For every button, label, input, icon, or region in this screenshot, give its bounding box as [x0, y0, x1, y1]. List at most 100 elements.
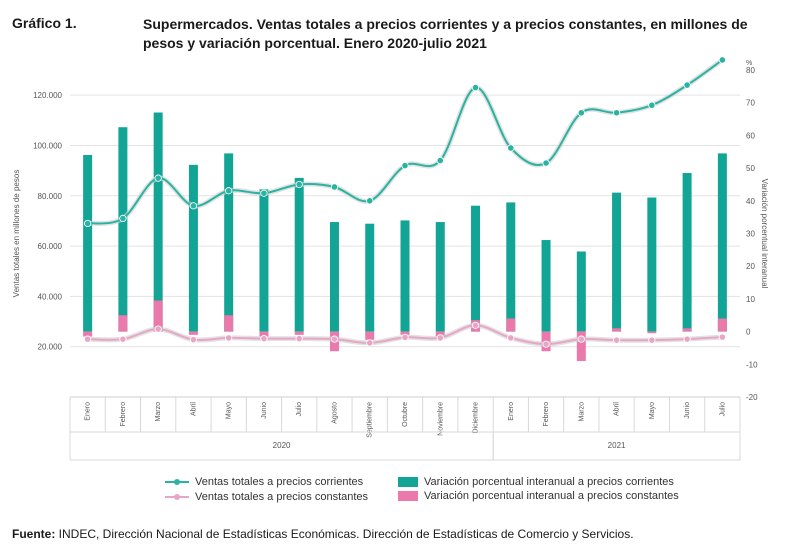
- bar-current: [576, 251, 586, 332]
- y2-tick-label: 80: [746, 66, 755, 75]
- line-current-point: [154, 174, 162, 182]
- bar-current: [506, 202, 516, 332]
- bar-constant: [717, 318, 727, 332]
- line-constant-point: [330, 335, 339, 343]
- line-constant-point: [718, 333, 726, 341]
- y2-tick-label: 30: [746, 230, 755, 239]
- bar-constant: [506, 318, 516, 332]
- line-constant-point: [366, 339, 374, 347]
- line-current-point: [366, 197, 374, 205]
- line-current-point: [471, 84, 480, 92]
- x-tick-label: Noviembre: [437, 402, 444, 436]
- chart-title: Supermercados. Ventas totales a precios …: [143, 16, 748, 51]
- x-tick-label: Mayo: [226, 402, 233, 419]
- x-tick-label: Agosto: [331, 402, 338, 424]
- y-tick-label: 60.000: [38, 242, 63, 251]
- line-constant-point: [612, 336, 621, 344]
- bar-current: [541, 240, 551, 332]
- y-tick-label: 20.000: [38, 343, 63, 352]
- line-current-point: [225, 187, 233, 195]
- x-tick-label: Septiembre: [367, 402, 374, 438]
- bar-current: [153, 112, 163, 332]
- line-constant-point: [542, 340, 550, 348]
- bar-current: [365, 223, 375, 332]
- x-tick-label: Enero: [85, 402, 92, 421]
- legend-line-current-swatch: [165, 479, 189, 485]
- year-label: 2021: [608, 441, 626, 450]
- y2-tick-label: 20: [746, 262, 755, 271]
- x-tick-label: Octubre: [402, 402, 409, 427]
- y2-axis-title: Variación porcentual interanual: [760, 179, 769, 289]
- line-constant-point: [401, 333, 409, 341]
- x-tick-label: Enero: [508, 402, 515, 421]
- x-tick-label: Diciembre: [473, 402, 480, 434]
- line-constant-point: [471, 321, 480, 329]
- x-tick-label: Abril: [190, 402, 197, 416]
- y-axis-title: Ventas totales en millones de pesos: [12, 170, 21, 298]
- bar-current: [400, 220, 410, 332]
- line-current-point: [295, 180, 303, 189]
- year-label: 2020: [273, 441, 291, 450]
- legend-label: Variación porcentual interanual a precio…: [424, 476, 674, 488]
- figure-label: Gráfico 1.: [12, 15, 77, 31]
- bar-constant: [294, 331, 304, 335]
- bar-current: [188, 164, 198, 332]
- y-tick-label: 120.000: [33, 91, 62, 100]
- x-tick-label: Mayo: [649, 402, 656, 419]
- line-constant-point: [683, 335, 691, 343]
- source-note: Fuente: INDEC, Dirección Nacional de Est…: [12, 527, 634, 541]
- line-current-point: [401, 161, 409, 170]
- bar-constant: [576, 331, 586, 362]
- x-tick-label: Febrero: [543, 402, 550, 427]
- line-constant-point: [154, 325, 162, 333]
- x-tick-label: Marzo: [578, 402, 585, 422]
- legend-current-bar[interactable]: Variación porcentual interanual a precio…: [398, 476, 674, 488]
- y2-tick-label: 60: [746, 131, 755, 140]
- line-constant-point: [119, 335, 127, 343]
- bar-current: [647, 197, 657, 332]
- source-text: INDEC, Dirección Nacional de Estadística…: [55, 527, 634, 541]
- bar-constant: [83, 331, 93, 337]
- line-constant-point: [507, 334, 515, 342]
- x-tick-label: Junio: [684, 402, 691, 419]
- y2-tick-label: -10: [746, 360, 758, 369]
- legend-constant-bar[interactable]: Variación porcentual interanual a precio…: [398, 490, 679, 502]
- bar-constant: [647, 331, 657, 334]
- line-constant-point: [260, 335, 268, 343]
- line-current-point: [330, 183, 339, 191]
- line-current-point: [119, 214, 127, 223]
- source-prefix: Fuente:: [12, 527, 56, 541]
- y2-tick-label: 10: [746, 295, 755, 304]
- line-current-point: [542, 159, 550, 167]
- line-constant-point: [436, 334, 444, 342]
- bar-constant: [224, 315, 234, 332]
- line-constant-point: [225, 334, 233, 342]
- bar-constant: [188, 331, 198, 335]
- line-current-point: [84, 219, 92, 228]
- bar-current: [83, 155, 93, 332]
- legend-line-constant-swatch: [165, 494, 189, 500]
- bar-current: [612, 192, 622, 332]
- bar-current: [118, 127, 128, 332]
- legend-constant-line[interactable]: Ventas totales a precios constantes: [165, 491, 368, 503]
- y-tick-label: 80.000: [38, 192, 63, 201]
- line-current-point: [612, 109, 621, 117]
- y2-tick-label: 50: [746, 164, 755, 173]
- legend-bar-current-swatch: [398, 477, 418, 487]
- y2-unit: %: [746, 60, 752, 67]
- bar-current: [435, 222, 445, 332]
- legend-label: Ventas totales a precios constantes: [195, 491, 369, 503]
- x-tick-label: Marzo: [155, 402, 162, 422]
- y2-tick-label: 70: [746, 99, 755, 108]
- line-constant-point: [295, 335, 303, 343]
- legend-current-line[interactable]: Ventas totales a precios corrientes: [165, 476, 363, 488]
- bar-current: [294, 177, 304, 332]
- line-constant-point: [84, 335, 92, 343]
- bar-constant: [118, 315, 128, 332]
- bar-constant: [435, 331, 445, 337]
- line-constant-point: [189, 336, 198, 344]
- bar-constant: [153, 300, 163, 332]
- line-constant-point: [648, 336, 656, 344]
- line-constant-point: [577, 335, 585, 343]
